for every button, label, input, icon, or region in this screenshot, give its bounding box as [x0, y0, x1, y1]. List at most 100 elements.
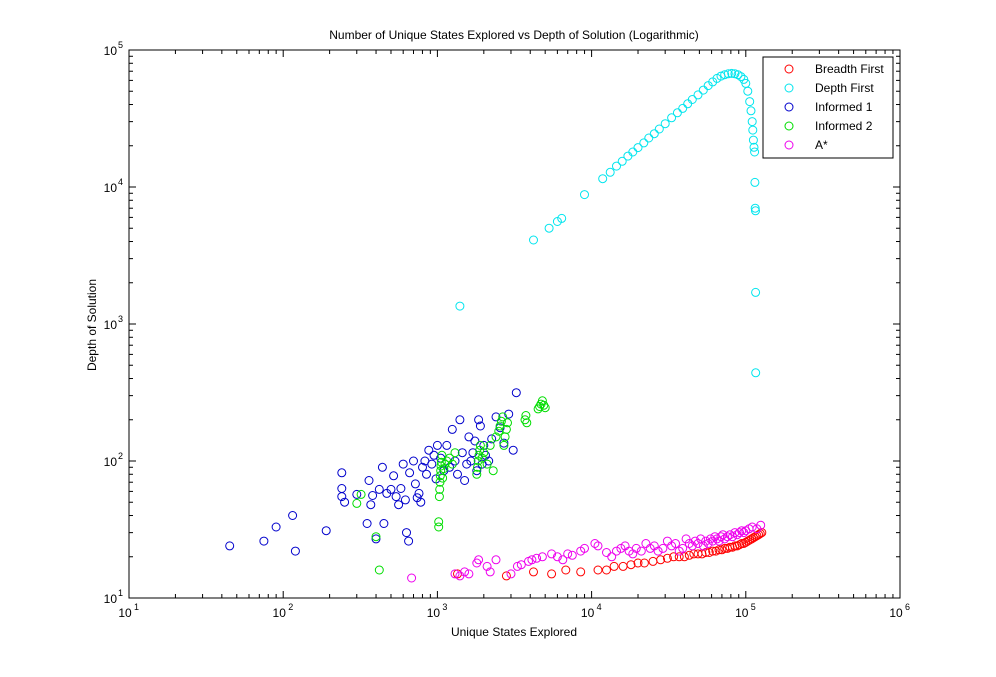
- data-point: [356, 489, 366, 499]
- data-point: [472, 469, 482, 479]
- data-point: [442, 440, 452, 450]
- data-point: [693, 90, 703, 100]
- data-point: [730, 541, 740, 551]
- x-tick-label: 10: [581, 606, 595, 620]
- data-point: [445, 462, 455, 472]
- data-point: [479, 448, 489, 458]
- data-point: [501, 424, 511, 434]
- y-tick-exponent: 2: [118, 451, 123, 461]
- x-tick-exponent: 3: [442, 602, 447, 612]
- data-point: [396, 484, 406, 493]
- data-point: [498, 412, 508, 422]
- data-point: [660, 119, 670, 129]
- data-point: [450, 448, 460, 458]
- data-point: [747, 117, 757, 127]
- data-point: [626, 560, 636, 570]
- data-point: [288, 511, 298, 520]
- data-point: [491, 412, 501, 422]
- data-point: [539, 400, 549, 410]
- data-point: [552, 552, 562, 562]
- data-point: [439, 464, 449, 474]
- data-point: [488, 466, 498, 476]
- data-point: [364, 476, 374, 485]
- data-point: [703, 539, 713, 548]
- data-point: [714, 536, 724, 546]
- data-point: [667, 113, 677, 123]
- data-point: [391, 492, 401, 502]
- data-point: [435, 484, 445, 494]
- data-point: [504, 409, 514, 419]
- data-point: [508, 445, 518, 455]
- series-1: [455, 68, 761, 378]
- data-point: [453, 469, 462, 479]
- data-point: [529, 235, 538, 245]
- data-point: [259, 536, 269, 546]
- data-point: [511, 388, 521, 398]
- data-point: [499, 438, 509, 448]
- data-point: [633, 143, 643, 153]
- legend-label: Breadth First: [815, 62, 884, 76]
- data-point: [437, 450, 447, 460]
- data-point: [751, 368, 761, 378]
- data-point: [482, 459, 492, 469]
- data-point: [679, 552, 689, 562]
- data-point: [580, 543, 589, 553]
- legend-label: Informed 1: [815, 100, 873, 114]
- data-point: [496, 416, 506, 426]
- data-point: [658, 543, 668, 553]
- data-point: [491, 555, 501, 565]
- data-point: [442, 456, 452, 466]
- data-point: [656, 555, 666, 565]
- data-point: [628, 147, 638, 157]
- data-point: [690, 536, 700, 546]
- y-tick-label: 10: [104, 44, 118, 58]
- data-point: [644, 133, 654, 143]
- data-point: [374, 565, 384, 575]
- data-point: [516, 560, 526, 570]
- x-tick-exponent: 4: [597, 602, 602, 612]
- data-point: [371, 532, 381, 542]
- data-point: [447, 459, 457, 469]
- data-point: [464, 432, 474, 442]
- data-point: [607, 552, 617, 562]
- data-point: [271, 522, 281, 532]
- y-tick-exponent: 3: [118, 314, 123, 324]
- data-point: [386, 484, 396, 494]
- data-point: [400, 495, 410, 505]
- data-point: [750, 203, 760, 213]
- data-point: [487, 434, 497, 444]
- data-point: [389, 471, 399, 481]
- series-0: [453, 528, 767, 581]
- data-point: [751, 206, 760, 216]
- data-point: [672, 108, 682, 118]
- data-point: [225, 541, 235, 551]
- data-point: [529, 567, 538, 577]
- data-point: [617, 156, 627, 166]
- data-point: [727, 68, 737, 78]
- data-point: [612, 546, 621, 556]
- data-point: [736, 72, 746, 82]
- data-point: [725, 542, 735, 552]
- data-point: [750, 147, 760, 157]
- data-point: [540, 403, 550, 413]
- data-point: [436, 461, 446, 471]
- data-point: [503, 418, 512, 428]
- data-point: [563, 549, 573, 559]
- data-point: [669, 552, 679, 562]
- data-point: [649, 129, 659, 139]
- data-point: [684, 550, 694, 560]
- data-point: [718, 530, 728, 540]
- data-point: [447, 424, 457, 434]
- data-point: [684, 539, 694, 548]
- data-point: [521, 411, 531, 420]
- data-point: [362, 519, 372, 528]
- data-point: [558, 555, 568, 565]
- data-point: [466, 456, 476, 466]
- data-point: [424, 445, 434, 455]
- x-tick-exponent: 2: [288, 602, 293, 612]
- data-point: [438, 473, 448, 483]
- data-point: [340, 497, 350, 507]
- data-point: [377, 462, 387, 472]
- data-point: [544, 223, 554, 233]
